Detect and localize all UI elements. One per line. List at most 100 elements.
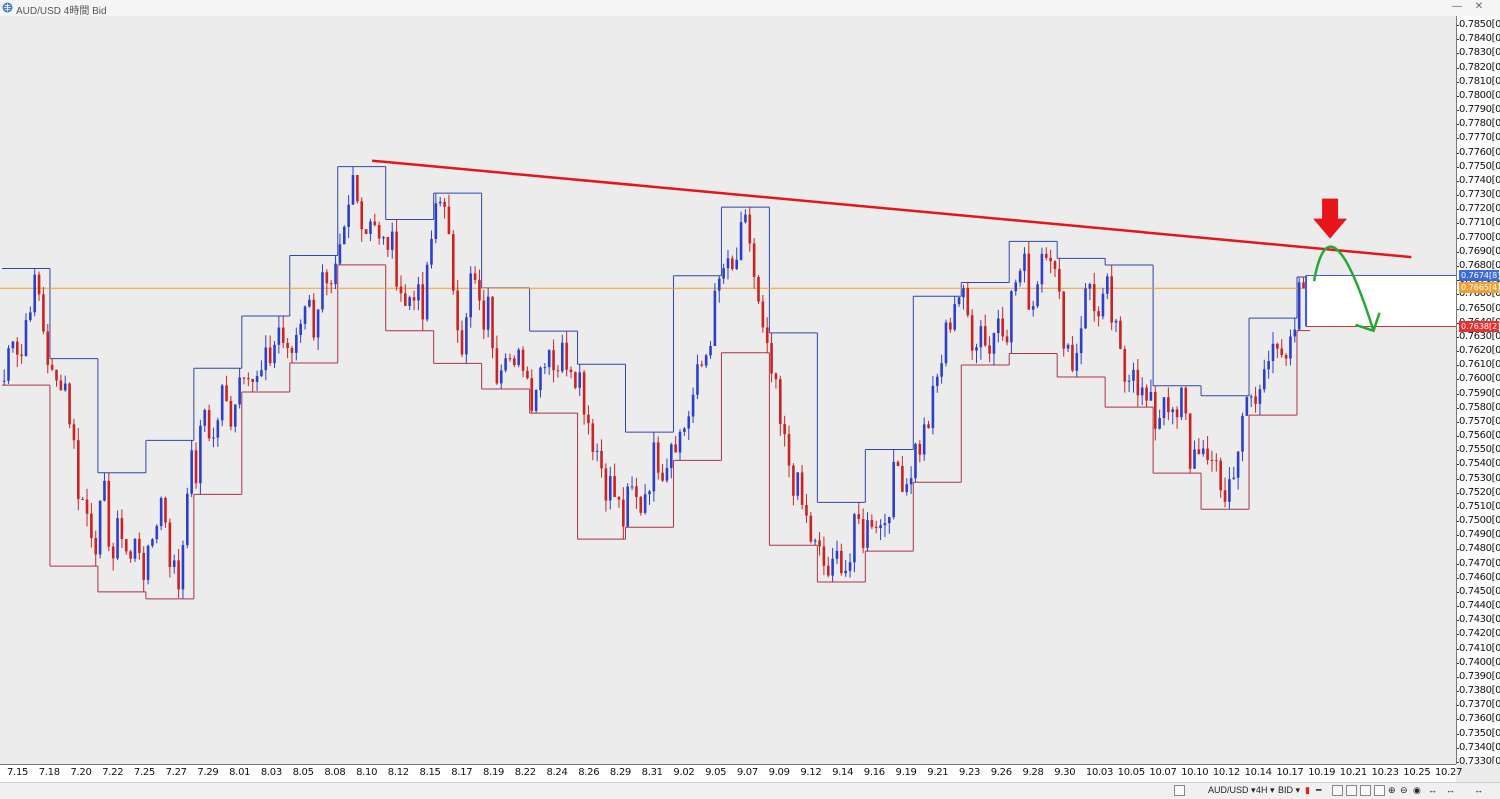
time-tick-label: 9.05 [705,767,727,778]
candle-body [77,440,80,500]
candle-body [979,326,983,348]
candle-body [1040,253,1044,285]
time-axis[interactable]: 7.15 7.18 7.20 7.22 7.25 7.27 7.29 8.01 8.03 8.05… [0,764,1462,783]
candle-body [539,367,542,391]
candle-body [1066,344,1070,349]
candle-body [953,304,957,330]
price-tick-label: 0.7630[0 [1457,330,1500,342]
candle-body [159,497,163,527]
candle-body [1188,413,1192,469]
candle-body [1280,348,1284,356]
candle-body [451,234,455,291]
candle-body [264,347,268,371]
candle-body [364,229,368,234]
candle-body [635,486,638,498]
price-tick-label: 0.7840[0 [1457,33,1500,45]
candle-body [1018,270,1022,283]
print-icon[interactable] [1374,785,1385,796]
scroll-icon[interactable] [1174,785,1185,796]
candle-body [848,562,852,571]
time-tick-label: 9.12 [800,767,822,778]
candle-body [142,552,146,580]
side-selector[interactable]: BID ▾ [1278,785,1301,795]
candle-body [809,515,813,542]
candle-body [787,434,791,466]
shrink-icon[interactable]: ↔ [1446,785,1455,795]
candle-body [225,385,228,401]
zoom-out-icon[interactable]: ⊖ [1400,785,1408,795]
grid-icon[interactable] [1360,785,1371,796]
candle-body [966,288,970,316]
minimize-button[interactable]: — [1452,1,1462,12]
price-label: 0.7638[2] [1459,320,1500,332]
zoom-fit-icon[interactable] [1332,785,1343,796]
candle-body [1276,343,1279,349]
candle-body [582,372,586,415]
candle-body [11,341,15,349]
candle-body [765,327,769,344]
candle-body [377,225,381,239]
zoom-in-icon[interactable]: ⊕ [1388,785,1396,795]
symbol-selector[interactable]: AUD/USD ▾ [1208,785,1256,795]
candle-body [98,500,102,555]
candle-body [879,525,882,529]
time-tick-label: 10.10 [1181,767,1209,778]
price-tick-label: 0.7560[0 [1457,430,1500,442]
price-tick-label: 0.7410[0 [1457,642,1500,654]
expand-icon[interactable]: ↔ [1428,785,1437,795]
candle-type-icon[interactable]: ▮ [1305,785,1310,795]
line-tool-icon[interactable]: ━ [1316,785,1322,795]
crosshair-icon[interactable] [1346,785,1357,796]
candle-body [382,237,385,239]
candle-body [1215,460,1218,462]
time-tick-label: 10.21 [1339,767,1367,778]
candle-body [826,565,830,576]
candle-body [722,268,725,279]
candle-body [190,450,193,494]
candle-body [251,378,255,382]
time-tick-label: 10.03 [1085,767,1114,778]
candle-body [499,370,503,384]
candle-body [574,372,577,388]
candle-body [1005,336,1009,343]
candle-body [1001,318,1004,337]
candle-body [273,344,276,364]
candle-body [805,504,808,516]
candle-body [172,560,176,568]
price-tick-label: 0.7820[0 [1457,61,1500,73]
time-tick-label: 10.17 [1276,767,1304,778]
candle-body [1101,293,1105,317]
candle-body [709,345,712,356]
candle-body [1193,449,1196,469]
candle-body [717,278,721,291]
chart-area[interactable] [0,16,1456,764]
time-tick-label: 9.09 [768,767,790,778]
fit-icon[interactable]: ↔ [1474,785,1483,795]
candle-body [761,301,765,328]
price-axis[interactable]: 0.7850[0 0.7840[0 0.7830[0 0.7820[0 0.7810[0… [1456,16,1500,764]
price-tick-label: 0.7620[0 [1457,345,1500,357]
candle-body [944,322,948,364]
time-tick-label: 10.07 [1149,767,1177,778]
candle-body [1140,387,1144,396]
candle-body [1058,268,1061,292]
price-tick-label: 0.7470[0 [1457,557,1500,569]
candle-body [874,526,878,529]
candle-body [443,201,446,207]
candle-body [1167,397,1170,413]
timeframe-selector[interactable]: 4H ▾ [1256,785,1275,795]
candle-body [129,551,132,559]
time-tick-label: 10.05 [1117,767,1145,778]
candle-body [674,444,677,453]
candle-body [622,499,625,527]
candle-body [347,204,350,227]
close-button[interactable]: ✕ [1474,1,1484,12]
candle-body [905,484,909,492]
price-tick-label: 0.7380[0 [1457,685,1500,697]
window-titlebar: AUD/USD 4時間 Bid — ✕ [0,0,1500,17]
candle-body [299,323,302,335]
price-chart[interactable] [0,16,1456,764]
candle-body [216,420,220,438]
camera-icon[interactable]: ◉ [1413,785,1421,795]
price-tick-label: 0.7390[0 [1457,670,1500,682]
